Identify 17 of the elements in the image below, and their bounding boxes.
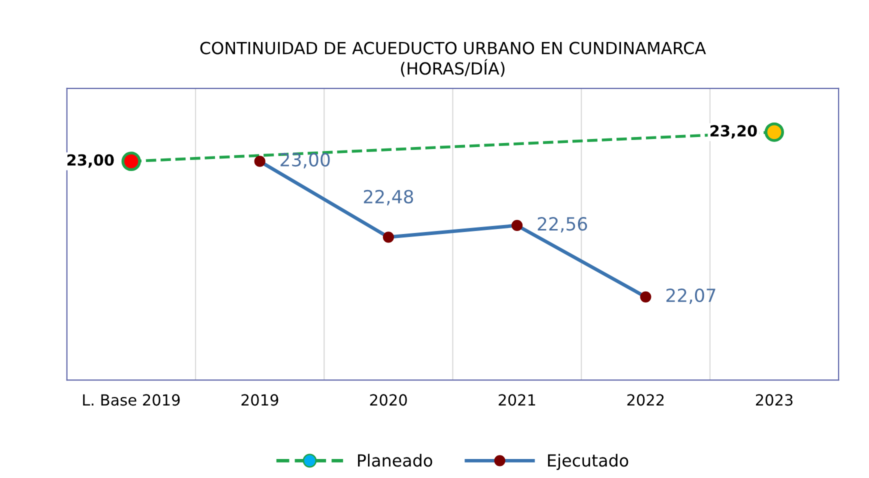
- legend-label: Planeado: [358, 454, 432, 467]
- data-label: 22,07: [666, 288, 716, 304]
- data-label: 22,48: [364, 190, 414, 206]
- x-tick-label: 2020: [370, 394, 407, 406]
- data-label: 23,00: [67, 154, 114, 168]
- x-tick-label: 2023: [756, 394, 792, 406]
- point: [121, 152, 141, 172]
- point: [764, 122, 784, 142]
- x-tick-label: 2021: [498, 394, 536, 406]
- legend-label: Ejecutado: [548, 454, 628, 470]
- data-label: 22,56: [538, 217, 588, 233]
- data-label: 23,00: [280, 152, 330, 168]
- x-tick-label: 2019: [242, 394, 278, 406]
- data-label: 23,20: [710, 125, 757, 139]
- x-tick-label: 2022: [627, 394, 664, 406]
- x-tick-label: L. Base 2019: [83, 394, 180, 406]
- chart-title: CONTINUIDAD DE ACUEDUCTO URBANO EN CUNDINAMARCA (HORAS/DÍA): [200, 42, 706, 77]
